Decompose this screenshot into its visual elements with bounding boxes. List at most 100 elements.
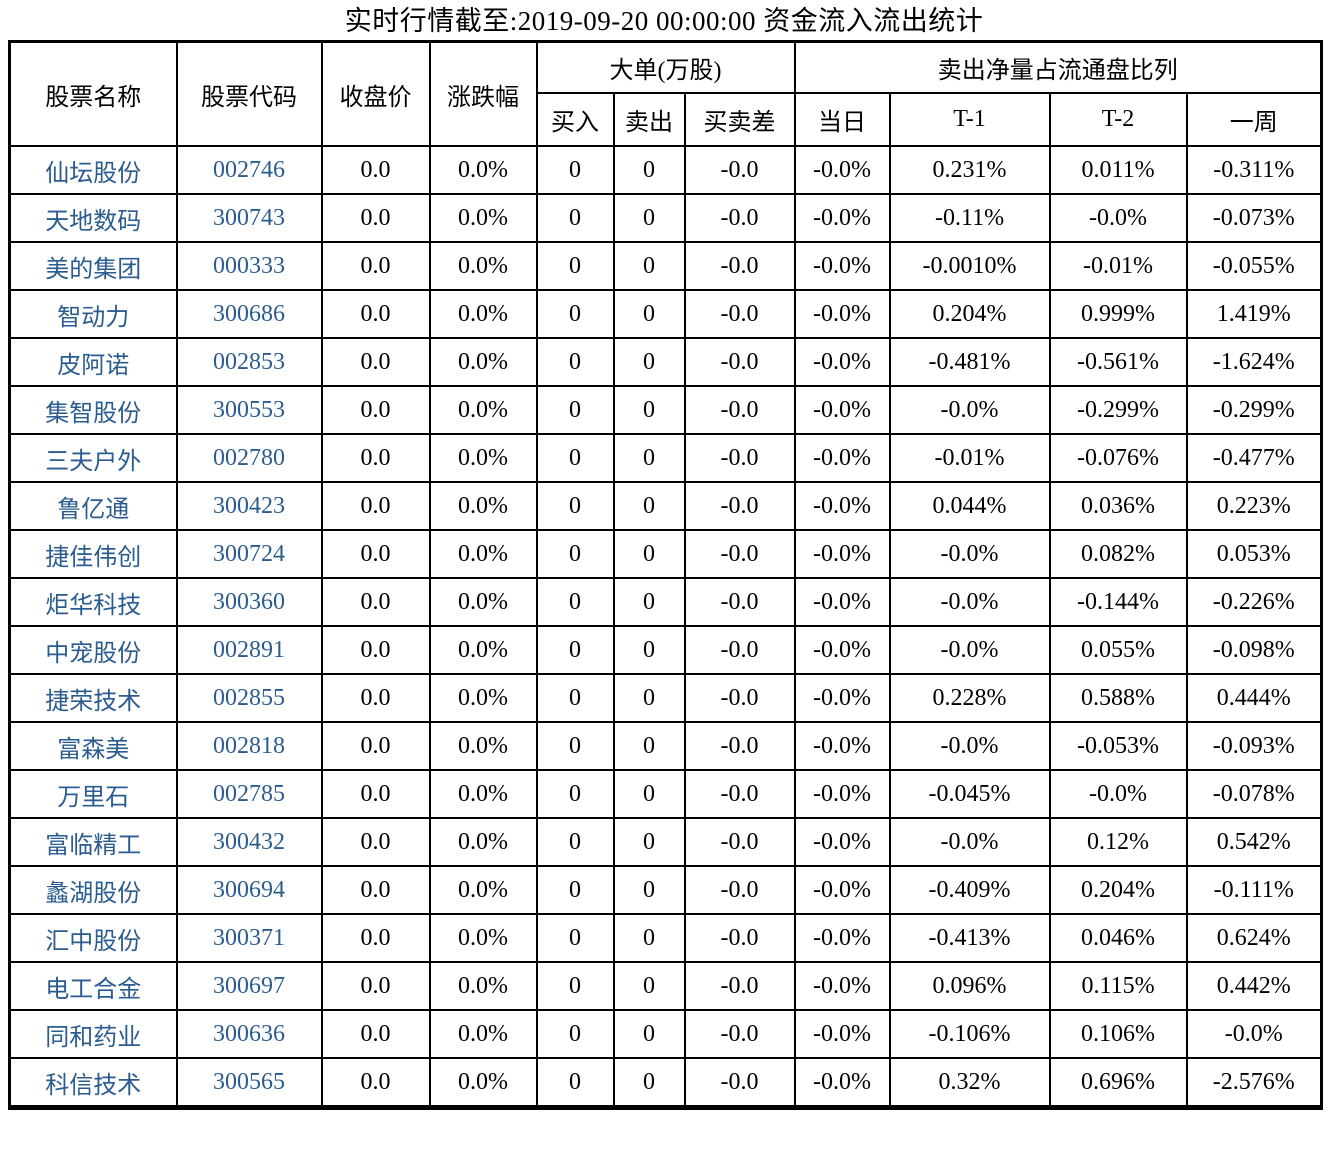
cell-buy: 0	[535, 481, 615, 531]
cell-sell: 0	[612, 241, 686, 291]
cell-buy: 0	[535, 433, 615, 483]
cell-sell: 0	[612, 145, 686, 195]
cell-change: 0.0%	[428, 865, 538, 915]
cell-name: 富临精工	[8, 817, 178, 867]
cell-t1: -0.409%	[888, 865, 1051, 915]
table-row: 三夫户外 002780 0.0 0.0% 0 0 -0.0 -0.0% -0.01% -0.076…	[8, 433, 1323, 483]
cell-week: 0.542%	[1185, 817, 1323, 867]
cell-diff: -0.0	[683, 769, 796, 819]
cell-t1: -0.0010%	[888, 241, 1051, 291]
header-sub-row: 买入 卖出 买卖差 当日 T-1 T-2 一周	[10, 92, 1323, 147]
cell-code: 300360	[175, 577, 323, 627]
cell-code: 002891	[175, 625, 323, 675]
cell-today: -0.0%	[793, 529, 891, 579]
cell-sell: 0	[612, 865, 686, 915]
cell-today: -0.0%	[793, 193, 891, 243]
cell-week: 0.053%	[1185, 529, 1323, 579]
cell-week: 0.624%	[1185, 913, 1323, 963]
cell-code: 300423	[175, 481, 323, 531]
cell-name: 捷佳伟创	[8, 529, 178, 579]
cell-diff: -0.0	[683, 865, 796, 915]
cell-t1: -0.0%	[888, 625, 1051, 675]
cell-change: 0.0%	[428, 673, 538, 723]
cell-week: 0.444%	[1185, 673, 1323, 723]
cell-sell: 0	[612, 385, 686, 435]
cell-change: 0.0%	[428, 481, 538, 531]
cell-name: 电工合金	[8, 961, 178, 1011]
cell-change: 0.0%	[428, 577, 538, 627]
table-row: 集智股份 300553 0.0 0.0% 0 0 -0.0 -0.0% -0.0% -0.299%…	[8, 385, 1323, 435]
cell-close: 0.0	[320, 913, 431, 963]
cell-code: 300432	[175, 817, 323, 867]
cell-t2: 0.046%	[1048, 913, 1188, 963]
cell-close: 0.0	[320, 865, 431, 915]
cell-buy: 0	[535, 241, 615, 291]
cell-t1: -0.0%	[888, 577, 1051, 627]
cell-t2: -0.0%	[1048, 769, 1188, 819]
cell-today: -0.0%	[793, 433, 891, 483]
cell-week: -0.226%	[1185, 577, 1323, 627]
cell-code: 002855	[175, 673, 323, 723]
table-row: 智动力 300686 0.0 0.0% 0 0 -0.0 -0.0% 0.204% 0.999% 1…	[8, 289, 1323, 339]
cell-week: -2.576%	[1185, 1057, 1323, 1109]
cell-change: 0.0%	[428, 289, 538, 339]
cell-week: -0.055%	[1185, 241, 1323, 291]
table-row: 同和药业 300636 0.0 0.0% 0 0 -0.0 -0.0% -0.106% 0.106…	[8, 1009, 1323, 1059]
table-row: 蠡湖股份 300694 0.0 0.0% 0 0 -0.0 -0.0% -0.409% 0.204…	[8, 865, 1323, 915]
cell-name: 中宠股份	[8, 625, 178, 675]
cell-t2: -0.299%	[1048, 385, 1188, 435]
table-row: 科信技术 300565 0.0 0.0% 0 0 -0.0 -0.0% 0.32% 0.696% -…	[8, 1057, 1323, 1109]
cell-t2: -0.076%	[1048, 433, 1188, 483]
cell-change: 0.0%	[428, 337, 538, 387]
cell-sell: 0	[612, 817, 686, 867]
cell-t1: 0.204%	[888, 289, 1051, 339]
cell-diff: -0.0	[683, 529, 796, 579]
cell-close: 0.0	[320, 673, 431, 723]
cell-change: 0.0%	[428, 913, 538, 963]
cell-change: 0.0%	[428, 1009, 538, 1059]
cell-close: 0.0	[320, 625, 431, 675]
cell-diff: -0.0	[683, 145, 796, 195]
cell-code: 300371	[175, 913, 323, 963]
cell-diff: -0.0	[683, 961, 796, 1011]
cell-buy: 0	[535, 913, 615, 963]
cell-change: 0.0%	[428, 145, 538, 195]
cell-name: 汇中股份	[8, 913, 178, 963]
table-row: 富森美 002818 0.0 0.0% 0 0 -0.0 -0.0% -0.0% -0.053% -…	[8, 721, 1323, 771]
cell-code: 300743	[175, 193, 323, 243]
cell-change: 0.0%	[428, 433, 538, 483]
cell-name: 科信技术	[8, 1057, 178, 1109]
cell-change: 0.0%	[428, 1057, 538, 1109]
cell-week: -0.073%	[1185, 193, 1323, 243]
cell-sell: 0	[612, 769, 686, 819]
cell-sell: 0	[612, 1009, 686, 1059]
cell-change: 0.0%	[428, 961, 538, 1011]
cell-today: -0.0%	[793, 625, 891, 675]
cell-buy: 0	[535, 1057, 615, 1109]
header-sell: 卖出	[612, 92, 686, 147]
header-net-sell-ratio-group: 卖出净量占流通盘比列	[793, 40, 1323, 94]
cell-t1: 0.228%	[888, 673, 1051, 723]
cell-buy: 0	[535, 577, 615, 627]
cell-diff: -0.0	[683, 193, 796, 243]
table-row: 炬华科技 300360 0.0 0.0% 0 0 -0.0 -0.0% -0.0% -0.144%…	[8, 577, 1323, 627]
cell-buy: 0	[535, 385, 615, 435]
header-stock-code: 股票代码	[175, 40, 323, 147]
cell-close: 0.0	[320, 1057, 431, 1109]
cell-name: 鲁亿通	[8, 481, 178, 531]
cell-t1: -0.11%	[888, 193, 1051, 243]
cell-t1: 0.32%	[888, 1057, 1051, 1109]
cell-t2: 0.106%	[1048, 1009, 1188, 1059]
cell-name: 仙坛股份	[8, 145, 178, 195]
page-title: 实时行情截至:2019-09-20 00:00:00 资金流入流出统计	[344, 6, 984, 36]
cell-buy: 0	[535, 721, 615, 771]
cell-diff: -0.0	[683, 433, 796, 483]
table-header: 股票名称 股票代码 收盘价 涨跌幅 大单(万股) 卖出净量占流通盘比列 买入 卖…	[8, 40, 1323, 147]
cell-today: -0.0%	[793, 1057, 891, 1109]
cell-t1: -0.0%	[888, 721, 1051, 771]
cell-code: 300553	[175, 385, 323, 435]
header-change-percent: 涨跌幅	[428, 40, 538, 147]
cell-diff: -0.0	[683, 577, 796, 627]
cell-code: 300686	[175, 289, 323, 339]
